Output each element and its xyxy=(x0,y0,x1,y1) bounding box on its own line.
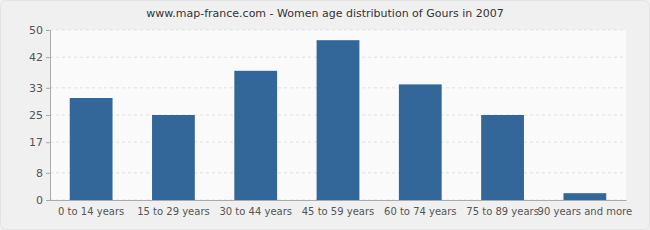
x-tick-label: 75 to 89 years xyxy=(466,206,539,217)
x-tick-label: 30 to 44 years xyxy=(219,206,292,217)
x-tick: 60 to 74 years xyxy=(384,200,457,217)
y-tick-mark xyxy=(46,142,50,143)
x-tick: 45 to 59 years xyxy=(302,200,375,217)
x-tick: 0 to 14 years xyxy=(58,200,124,217)
y-tick-label: 50 xyxy=(29,24,43,37)
bar xyxy=(481,115,524,200)
x-tick-label: 90 years and more xyxy=(538,206,633,217)
plot: 0 8 17 25 33 42 50 0 to 14 years 15 to 29 years 3… xyxy=(29,24,632,217)
grid-line xyxy=(50,30,626,31)
y-tick: 42 xyxy=(29,51,50,64)
bar xyxy=(563,193,606,200)
y-tick-mark xyxy=(46,57,50,58)
y-tick-label: 33 xyxy=(29,82,43,95)
y-tick: 0 xyxy=(36,194,50,207)
x-tick-label: 60 to 74 years xyxy=(384,206,457,217)
x-tick-label: 45 to 59 years xyxy=(302,206,375,217)
title: www.map-france.com - Women age distribut… xyxy=(146,7,503,20)
chart: www.map-france.com - Women age distribut… xyxy=(0,0,650,230)
bar xyxy=(152,115,195,200)
y-tick: 8 xyxy=(36,167,50,180)
x-tick: 75 to 89 years xyxy=(466,200,539,217)
y-tick-label: 8 xyxy=(36,167,43,180)
grid xyxy=(50,30,626,200)
x-axis: 0 to 14 years 15 to 29 years 30 to 44 year… xyxy=(51,200,633,217)
y-tick-label: 0 xyxy=(36,194,43,207)
bar xyxy=(317,40,360,200)
bar xyxy=(70,98,113,200)
x-tick-label: 0 to 14 years xyxy=(58,206,124,217)
y-tick-label: 25 xyxy=(29,109,43,122)
x-tick: 30 to 44 years xyxy=(219,200,292,217)
y-tick: 33 xyxy=(29,82,50,95)
y-tick: 17 xyxy=(29,136,50,149)
y-axis: 0 8 17 25 33 42 50 xyxy=(29,24,51,207)
x-tick: 15 to 29 years xyxy=(137,200,210,217)
x-tick: 90 years and more xyxy=(538,200,633,217)
y-tick-mark xyxy=(46,30,50,31)
y-axis-line xyxy=(46,31,51,201)
y-tick-label: 17 xyxy=(29,136,43,149)
background xyxy=(1,1,650,230)
y-tick-mark xyxy=(46,200,50,201)
bar xyxy=(234,71,277,200)
x-axis-line xyxy=(51,200,627,201)
plot-area xyxy=(50,30,626,200)
x-tick-label: 15 to 29 years xyxy=(137,206,210,217)
bars xyxy=(70,40,607,200)
y-tick-label: 42 xyxy=(29,51,43,64)
y-tick-mark xyxy=(46,115,50,116)
y-tick-mark xyxy=(46,173,50,174)
y-tick: 50 xyxy=(29,24,50,37)
y-tick: 25 xyxy=(29,109,50,122)
bar xyxy=(399,84,442,200)
y-tick-mark xyxy=(46,88,50,89)
